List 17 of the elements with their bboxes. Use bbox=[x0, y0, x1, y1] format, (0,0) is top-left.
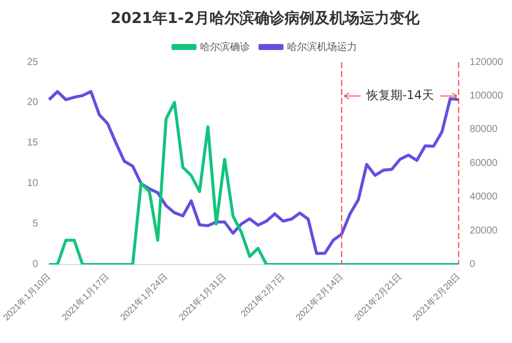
y-tick-label: 20 bbox=[27, 97, 39, 108]
y2-tick-label: 120000 bbox=[470, 56, 504, 68]
y2-tick-label: 20000 bbox=[470, 225, 498, 236]
y-tick-label: 5 bbox=[32, 218, 39, 230]
y-tick-label: 15 bbox=[27, 138, 39, 149]
y2-tick-label: 100000 bbox=[470, 90, 504, 102]
y2-tick-label: 80000 bbox=[470, 124, 498, 136]
y-tick-label: 0 bbox=[32, 259, 39, 270]
y-tick-label: 10 bbox=[27, 178, 39, 190]
y2-tick-label: 0 bbox=[470, 259, 476, 270]
chart-title: 2021年1-2月哈尔滨确诊病例及机场运力变化 bbox=[110, 8, 420, 27]
y2-tick-label: 40000 bbox=[470, 192, 498, 203]
y2-tick-label: 60000 bbox=[470, 158, 498, 169]
legend-label: 哈尔滨确诊 bbox=[200, 40, 250, 53]
annotation: 恢复期-14天 bbox=[365, 88, 434, 102]
legend-label: 哈尔滨机场运力 bbox=[287, 40, 357, 53]
y-tick-label: 25 bbox=[27, 56, 39, 68]
